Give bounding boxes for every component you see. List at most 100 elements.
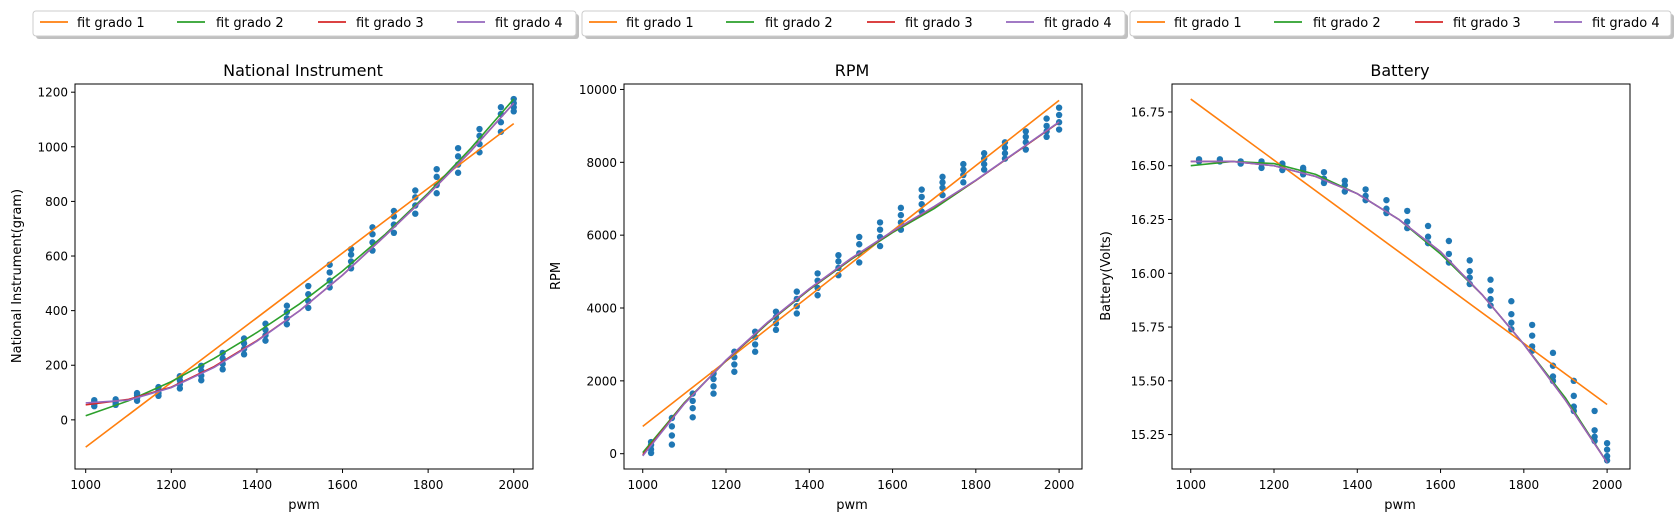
data-point (497, 104, 505, 111)
data-point (1603, 452, 1611, 460)
data-point (814, 292, 821, 299)
data-point (960, 160, 967, 168)
x-tick-label: 1400 (794, 478, 825, 492)
data-point (1424, 222, 1432, 230)
y-axis-label: RPM (549, 262, 564, 290)
data-point (198, 377, 205, 384)
chart-panel-rpm: fit grado 1 fit grado 2 fit grado 3 fit … (549, 10, 1128, 513)
data-point (1022, 146, 1029, 153)
data-point (814, 284, 821, 292)
plot-frame (623, 83, 1083, 470)
data-point (1043, 122, 1050, 130)
plot-frame (1171, 83, 1631, 470)
data-point (710, 390, 717, 397)
data-point (1362, 186, 1369, 193)
legend-label-fit-grado-1: fit grado 1 (626, 16, 694, 31)
data-point (497, 128, 505, 135)
data-point (1591, 433, 1598, 440)
data-point (731, 361, 738, 368)
legend: fit grado 1 fit grado 2 fit grado 3 fit … (32, 10, 579, 39)
y-axis-label: Battery(Volts) (1099, 231, 1114, 321)
data-point (283, 321, 291, 328)
data-point (960, 179, 967, 186)
data-point (1299, 164, 1307, 172)
legend-frame (32, 10, 577, 37)
data-point (412, 187, 419, 194)
data-point (793, 288, 800, 295)
data-point (1591, 427, 1598, 434)
data-point (283, 302, 291, 309)
x-axis-label: pwm (836, 498, 868, 513)
legend-frame (581, 10, 1126, 37)
data-point (960, 166, 967, 173)
legend-label-fit-grado-2: fit grado 2 (1313, 16, 1381, 31)
data-point (1528, 321, 1536, 329)
series-line-fit-grado-4 (1190, 160, 1608, 463)
x-tick-label: 1000 (70, 478, 101, 492)
data-point (939, 179, 946, 186)
data-point (497, 119, 505, 126)
y-tick-label: 600 (45, 250, 68, 264)
data-point (347, 251, 355, 258)
data-point (876, 226, 884, 233)
x-tick-label: 1600 (327, 478, 358, 492)
data-point (689, 414, 696, 421)
x-tick-label: 1200 (711, 478, 742, 492)
data-point (897, 211, 905, 219)
chart-title: Battery (1370, 61, 1429, 80)
y-tick-label: 16.50 (1131, 159, 1165, 173)
y-tick-label: 16.25 (1131, 213, 1165, 227)
data-point (772, 326, 780, 334)
x-tick-label: 2000 (498, 478, 529, 492)
data-point (369, 230, 376, 238)
y-tick-label: 16.00 (1131, 267, 1165, 281)
data-point (1445, 250, 1453, 258)
data-point (856, 241, 863, 248)
data-point (412, 210, 419, 217)
data-point (1001, 150, 1009, 157)
x-tick-label: 1200 (156, 478, 187, 492)
y-tick-label: 15.25 (1131, 428, 1165, 442)
data-point (1570, 392, 1577, 400)
data-point (1445, 237, 1453, 245)
data-point (856, 259, 863, 266)
chart-title: RPM (835, 61, 870, 80)
legend-label-fit-grado-3: fit grado 3 (356, 16, 424, 31)
data-point (1055, 126, 1063, 133)
data-point (668, 423, 676, 430)
legend-label-fit-grado-1: fit grado 1 (77, 16, 145, 31)
chart-title: National Instrument (223, 61, 383, 80)
data-point (751, 348, 759, 355)
data-point (668, 441, 676, 448)
x-tick-label: 1400 (1342, 478, 1373, 492)
data-point (1508, 310, 1515, 318)
y-tick-label: 15.75 (1131, 321, 1165, 335)
x-tick-label: 1600 (877, 478, 908, 492)
data-point (668, 432, 676, 439)
y-tick-label: 10000 (579, 83, 617, 97)
data-point (689, 397, 696, 405)
y-tick-label: 15.50 (1131, 374, 1165, 388)
data-point (476, 125, 483, 133)
data-point (1022, 133, 1029, 141)
data-point (918, 186, 925, 193)
y-tick-label: 8000 (586, 156, 617, 170)
legend-label-fit-grado-2: fit grado 2 (765, 16, 833, 31)
y-tick-label: 1000 (37, 140, 68, 154)
data-point (1591, 407, 1598, 415)
data-point (1043, 115, 1050, 122)
data-point (390, 229, 398, 237)
data-point (835, 258, 842, 265)
data-point (814, 270, 821, 277)
data-point (731, 368, 738, 375)
data-point (1043, 133, 1050, 141)
data-point (1424, 233, 1432, 240)
legend-label-fit-grado-1: fit grado 1 (1174, 16, 1242, 31)
data-point (1055, 111, 1063, 119)
data-point (1466, 257, 1473, 264)
data-point (1487, 295, 1494, 303)
legend-frame (1129, 10, 1672, 37)
data-point (1549, 373, 1557, 380)
series-line-fit-grado-4 (642, 121, 1060, 457)
